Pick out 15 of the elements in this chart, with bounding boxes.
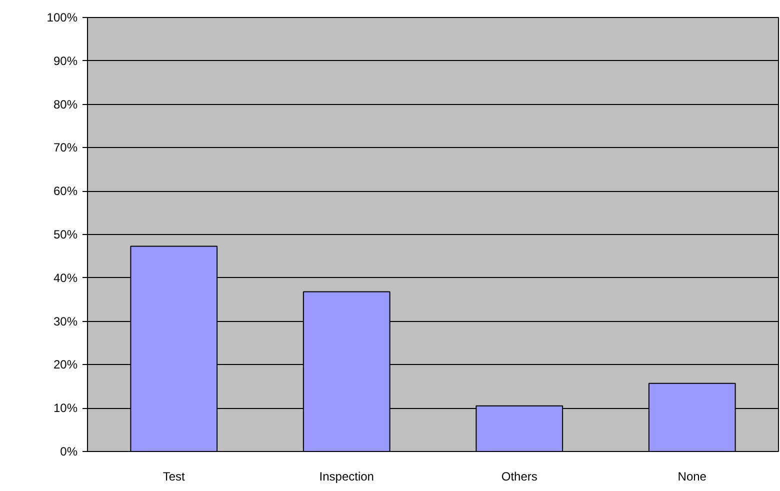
y-tick-label: 0%	[60, 444, 78, 458]
y-tick-label: 90%	[53, 54, 78, 68]
x-tick-label: Inspection	[319, 470, 374, 484]
y-tick-label: 10%	[53, 401, 78, 416]
y-tick-label: 40%	[53, 270, 78, 285]
y-tick-label: 20%	[53, 358, 78, 372]
y-tick-label: 30%	[53, 314, 78, 328]
y-tick-label: 70%	[53, 140, 78, 155]
x-tick-label: None	[678, 470, 707, 484]
y-tick-label: 100%	[46, 10, 78, 24]
x-tick-label: Test	[162, 470, 186, 484]
y-tick-label: 80%	[53, 97, 78, 112]
y-tick-label: 60%	[53, 184, 78, 198]
x-tick-label: Others	[501, 470, 538, 484]
y-tick-label: 50%	[53, 228, 78, 242]
